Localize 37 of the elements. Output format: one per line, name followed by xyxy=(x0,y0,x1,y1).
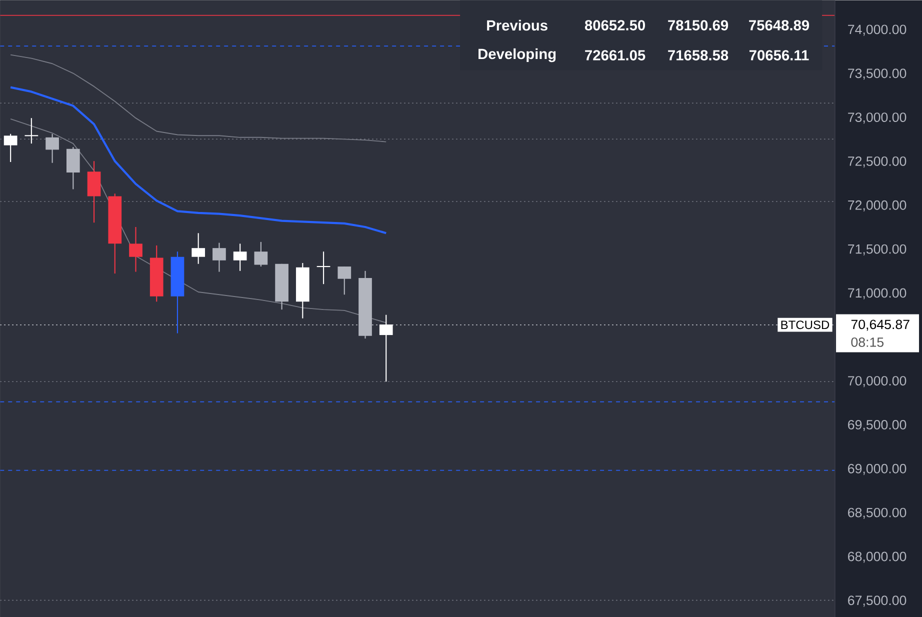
candlestick xyxy=(212,242,226,272)
annotation: Developing xyxy=(478,48,556,62)
candlestick xyxy=(338,266,352,295)
y-tick-label: 69,500.00 xyxy=(848,420,906,431)
candlestick xyxy=(66,146,80,190)
candlestick xyxy=(46,133,59,164)
annotation: 78150.69 xyxy=(668,20,728,30)
y-tick-label: 72,500.00 xyxy=(848,156,906,168)
candlestick xyxy=(254,241,268,267)
y-tick-label: 70,000.00 xyxy=(848,376,906,387)
candlestick xyxy=(24,117,39,144)
annotation: 72661.05 xyxy=(585,50,646,60)
y-tick-label: 73,500.00 xyxy=(848,68,906,80)
y-tick-label: 74,000.00 xyxy=(848,24,906,36)
candlestick xyxy=(129,226,142,272)
candlestick xyxy=(233,242,247,272)
y-tick-label: 72,000.00 xyxy=(848,200,906,212)
y-tick-label: 68,500.00 xyxy=(848,508,906,519)
candlestick xyxy=(4,133,18,162)
annotation: 75648.89 xyxy=(749,20,810,30)
line-series xyxy=(9,86,388,234)
candlestick xyxy=(192,232,206,264)
candlestick xyxy=(379,314,393,382)
candlestick xyxy=(316,250,331,284)
annotation: 70656.11 xyxy=(749,50,809,60)
y-tick-label: 71,500.00 xyxy=(848,244,906,256)
annotation: Previous xyxy=(487,20,548,30)
y-tick-label: 68,000.00 xyxy=(848,552,906,563)
y-tick-label: 73,000.00 xyxy=(848,112,906,124)
text: 08:15 xyxy=(851,337,884,347)
y-tick-label: 67,500.00 xyxy=(848,595,906,606)
y-tick-label: 71,000.00 xyxy=(848,288,906,300)
text: 70,645.87 xyxy=(851,319,910,331)
annotation: 71658.58 xyxy=(668,50,728,60)
ref-line-label: BTCUSD xyxy=(781,320,830,329)
annotation: 80652.50 xyxy=(584,20,646,30)
y-tick-label: 69,000.00 xyxy=(848,464,906,475)
